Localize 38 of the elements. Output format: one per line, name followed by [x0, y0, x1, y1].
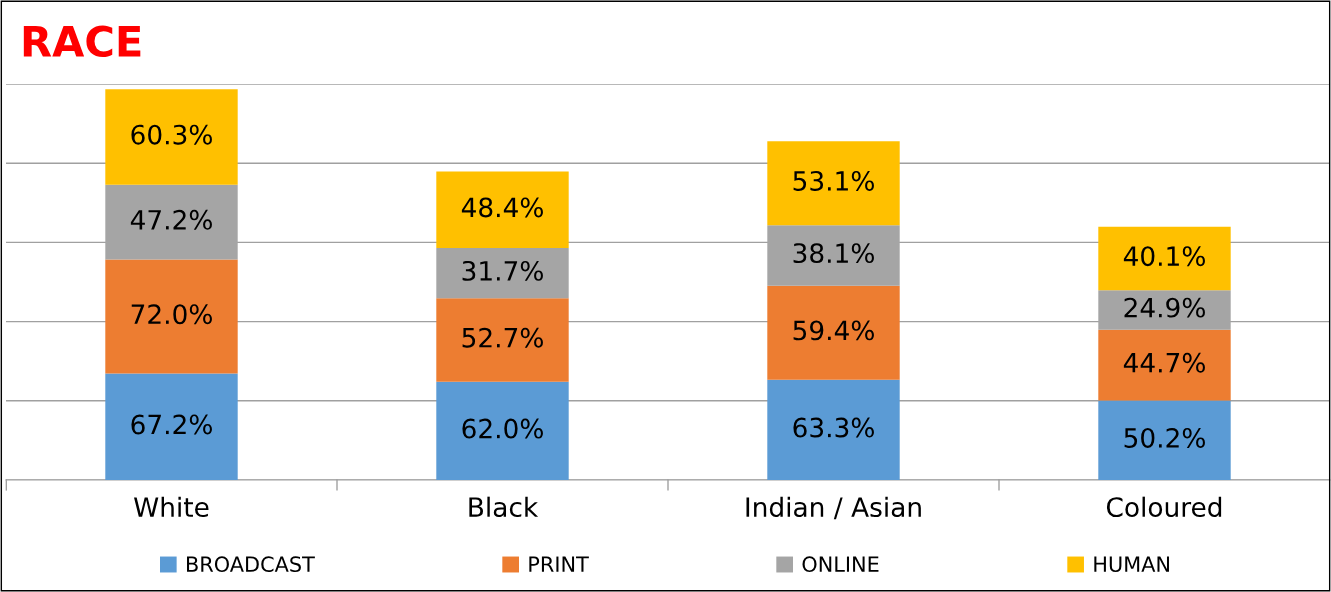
bar	[767, 141, 900, 226]
bar	[1098, 400, 1231, 480]
data-label: 44.7%	[1123, 352, 1205, 373]
bar	[105, 259, 238, 374]
data-label: 72.0%	[131, 304, 212, 325]
data-label: 67.2%	[131, 414, 212, 435]
legend-label: HUMAN	[1094, 556, 1169, 573]
bar	[105, 89, 238, 185]
data-label: 24.9%	[1124, 297, 1205, 318]
bar	[436, 171, 569, 249]
bar	[767, 379, 900, 480]
data-label: 62.0%	[462, 418, 543, 439]
x-tick-label: Coloured	[1106, 496, 1222, 518]
data-label: 31.7%	[462, 260, 543, 281]
data-label: 38.1%	[793, 243, 874, 264]
x-tick-label: White	[134, 496, 209, 518]
data-label: 40.1%	[1123, 246, 1205, 267]
bar	[436, 248, 569, 299]
bar	[1098, 226, 1231, 291]
data-label: 59.4%	[793, 320, 874, 341]
bar	[1098, 329, 1231, 401]
data-label: 60.3%	[131, 124, 212, 145]
x-tick-label: Indian / Asian	[746, 496, 921, 520]
data-label: 63.3%	[793, 417, 874, 438]
chart-title: RACE	[23, 25, 141, 58]
data-label: 50.2%	[1124, 427, 1205, 448]
legend-label: BROADCAST	[187, 556, 315, 573]
data-label: 52.7%	[462, 327, 543, 348]
legend-label: PRINT	[529, 556, 589, 572]
legend-label: ONLINE	[802, 556, 879, 573]
data-label: 48.4%	[461, 197, 543, 218]
bar	[767, 285, 900, 380]
bar	[436, 381, 569, 480]
data-label: 53.1%	[793, 170, 874, 191]
bar	[105, 373, 238, 480]
x-tick-label: Black	[469, 496, 539, 518]
data-label: 47.2%	[130, 209, 212, 230]
bar	[436, 298, 569, 382]
